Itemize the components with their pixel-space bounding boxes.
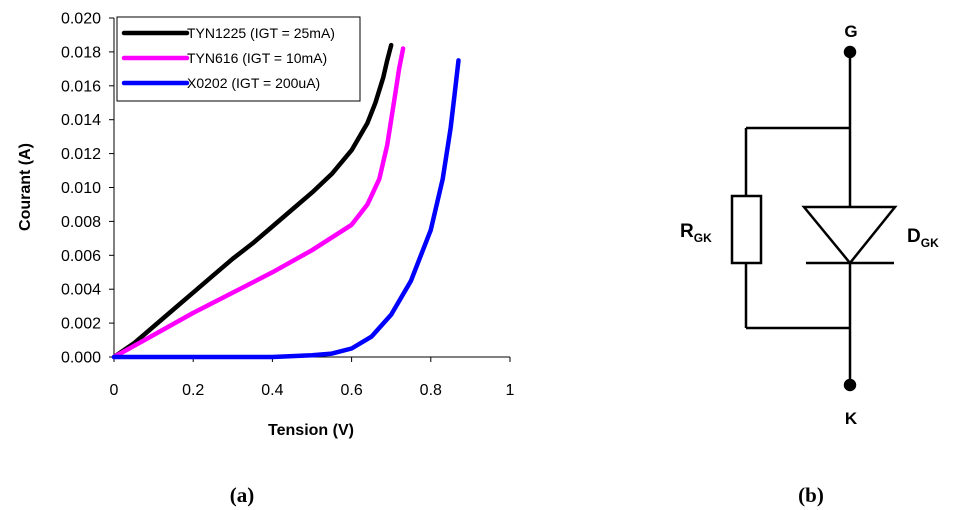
cathode-label: K [845, 409, 858, 428]
panel-label-b: (b) [798, 483, 824, 507]
y-tick-label: 0.016 [61, 78, 101, 95]
resistor-rgk [730, 194, 763, 265]
resistor-label-main: R [680, 221, 694, 242]
resistor-label: RGK [680, 221, 712, 245]
x-tick-label: 1 [506, 382, 515, 399]
legend-label-1: TYN1225 (IGT = 25mA) [187, 25, 335, 41]
y-axis-title: Courant (A) [17, 143, 34, 231]
series-line-2 [111, 46, 406, 360]
series-layer [111, 42, 461, 360]
legend-label-2: TYN616 (IGT = 10mA) [187, 50, 327, 66]
x-tick-label: 0 [110, 382, 119, 399]
resistor-label-sub: GK [694, 231, 712, 245]
x-tick-label: 0.8 [420, 382, 442, 399]
diode-label-sub: GK [921, 236, 939, 250]
diode-label: DGK [907, 226, 939, 250]
diode-dgk [801, 205, 898, 265]
series-line-1 [111, 42, 394, 360]
y-axis-ticks: 0.000 0.002 0.004 0.006 0.008 0.010 0.012 0.014… [61, 11, 114, 367]
y-tick-label: 0.002 [61, 316, 101, 333]
x-axis-title: Tension (V) [268, 422, 354, 439]
y-tick-label: 0.006 [61, 248, 101, 265]
y-tick-label: 0.000 [61, 350, 101, 367]
y-tick-label: 0.014 [61, 112, 101, 129]
iv-chart: 0.000 0.002 0.004 0.006 0.008 0.010 0.012 0.014… [17, 11, 515, 440]
x-axis-ticks: 0 0.2 0.4 0.6 0.8 1 [110, 357, 515, 399]
x-tick-label: 0.6 [340, 382, 362, 399]
gate-cathode-circuit [730, 45, 898, 392]
legend: TYN1225 (IGT = 25mA) TYN616 (IGT = 10mA) X… [116, 16, 361, 102]
y-tick-label: 0.010 [61, 180, 101, 197]
y-tick-label: 0.018 [61, 44, 101, 61]
panel-label-a: (a) [230, 483, 255, 507]
diode-label-main: D [907, 226, 921, 247]
series-line-3 [111, 58, 461, 360]
y-tick-label: 0.020 [61, 11, 101, 28]
cathode-terminal [843, 378, 857, 392]
circuit-labels: G K RGK DGK [680, 22, 939, 428]
y-tick-label: 0.012 [61, 146, 101, 163]
legend-label-3: X0202 (IGT = 200uA) [187, 75, 320, 91]
y-tick-label: 0.004 [61, 282, 101, 299]
gate-label: G [844, 22, 857, 41]
x-tick-label: 0.2 [182, 382, 204, 399]
y-tick-label: 0.008 [61, 214, 101, 231]
x-tick-label: 0.4 [261, 382, 283, 399]
